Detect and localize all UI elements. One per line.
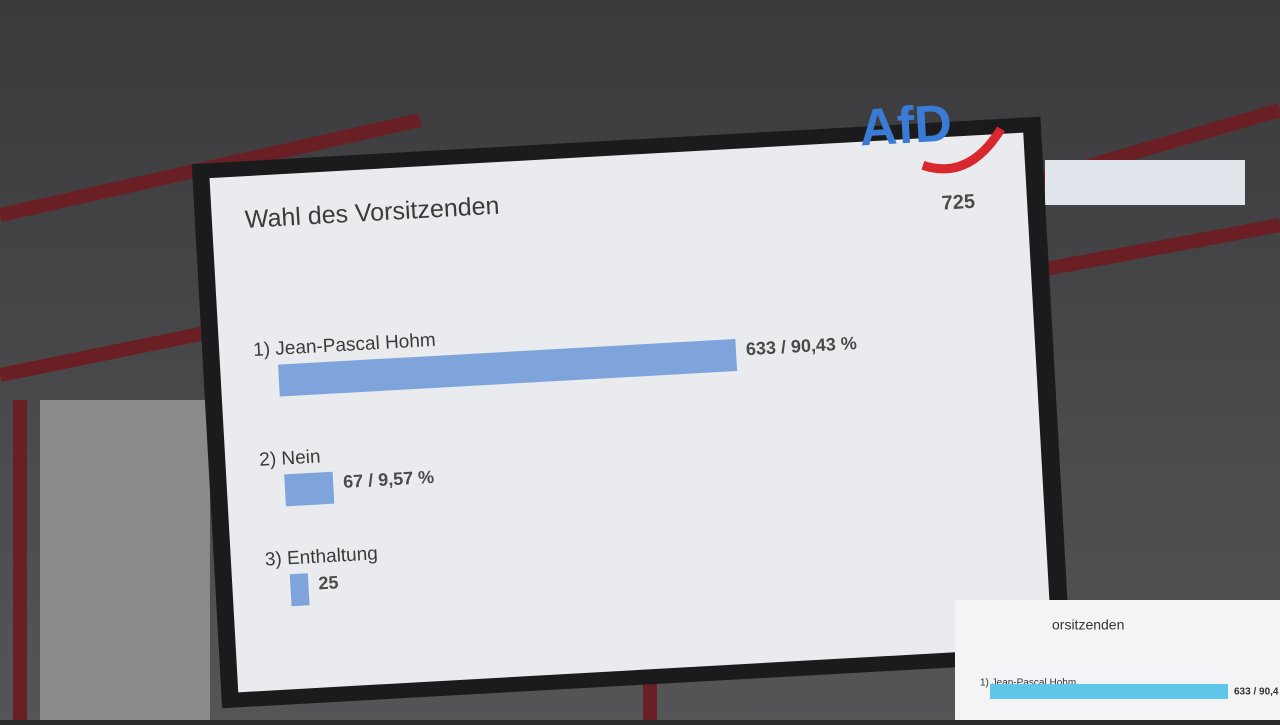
second-screen-title: orsitzenden — [1052, 617, 1124, 633]
screen: Wahl des Vorsitzenden AfD 725 1) Jean-Pa… — [191, 94, 1071, 709]
second-screen-value: 633 / 90,4 — [1234, 687, 1279, 698]
logo: AfD — [858, 94, 954, 157]
bar — [284, 471, 335, 507]
wall-panel — [40, 400, 210, 720]
second-screen-bar — [990, 684, 1228, 699]
second-screen-label: 1) Jean-Pascal Hohm — [980, 678, 1076, 689]
category-label: 2) Nein — [259, 446, 321, 470]
logo-swoosh — [921, 126, 1005, 174]
skylight — [1045, 160, 1245, 205]
second-screen-surface — [955, 600, 1280, 720]
total: 725 — [941, 191, 976, 215]
second-screen: orsitzenden 1) Jean-Pascal Hohm 633 / 90… — [955, 600, 1280, 720]
bar — [278, 339, 738, 397]
screen-surface — [209, 132, 1052, 693]
bar — [289, 573, 310, 607]
value-label: 25 — [318, 572, 339, 593]
